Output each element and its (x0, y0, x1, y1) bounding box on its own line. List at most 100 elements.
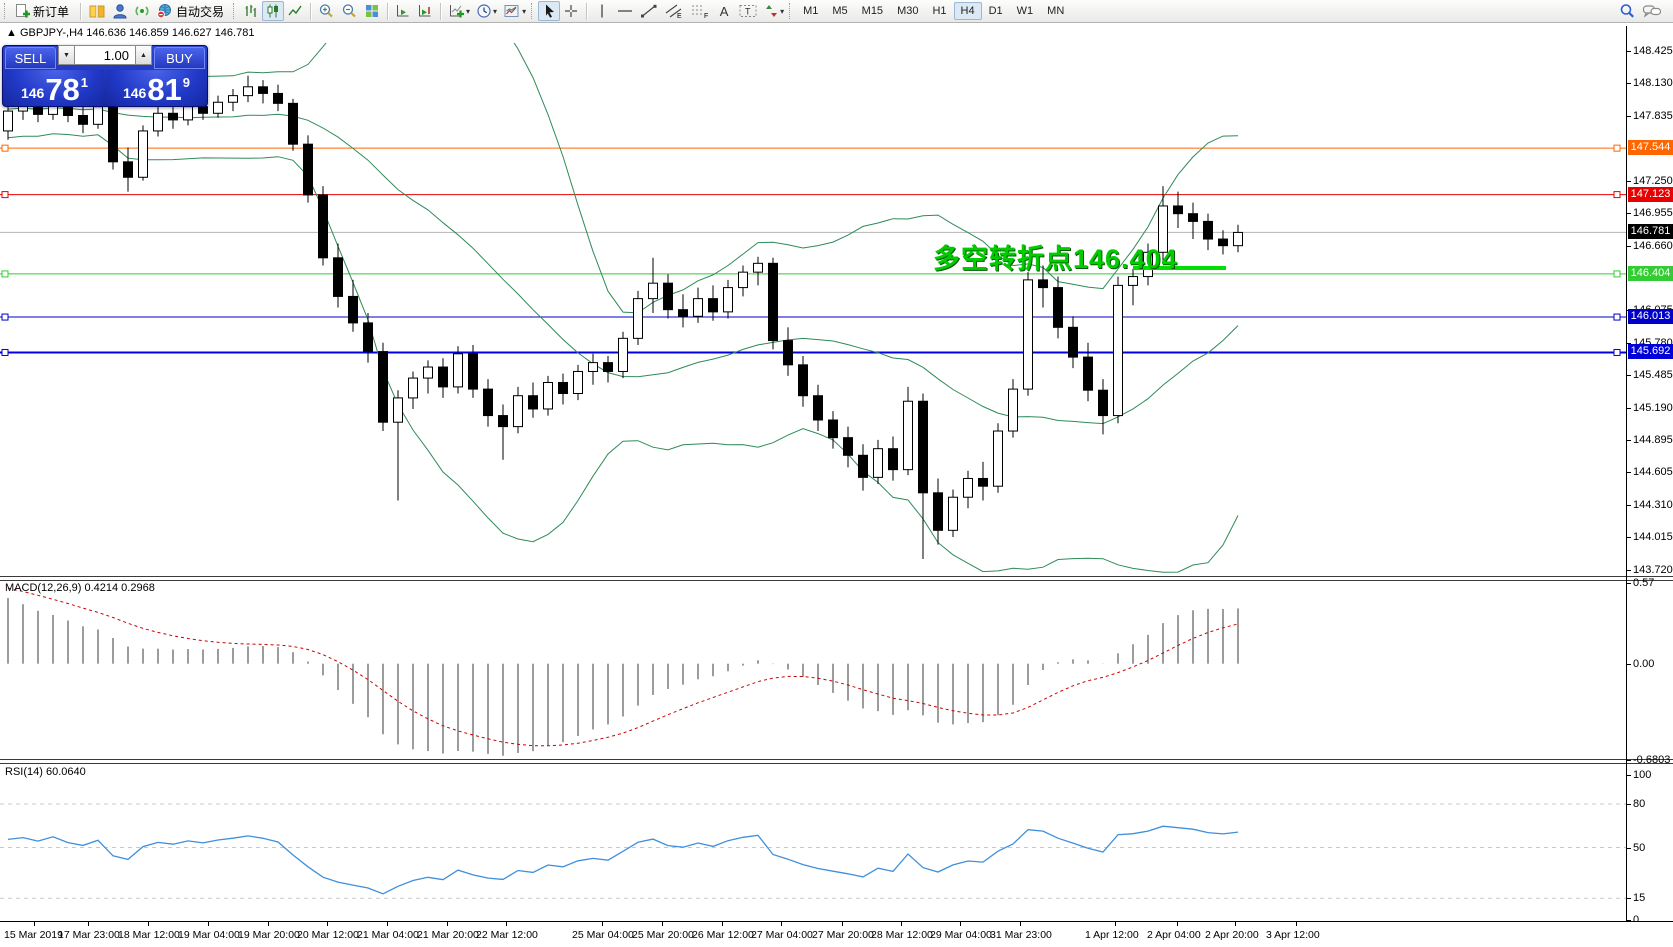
hline-handle[interactable] (1613, 313, 1621, 321)
lot-decrease-button[interactable]: ▼ (58, 45, 75, 65)
symbol-header[interactable]: ▲ GBPJPY-,H4 146.636 146.859 146.627 146… (6, 27, 254, 39)
sell-price-prefix: 146 (20, 85, 45, 101)
toolbar-grip[interactable] (789, 3, 792, 19)
symbol-name: GBPJPY-,H4 (19, 27, 84, 39)
main-chart-pane[interactable] (0, 43, 1673, 576)
price-axis[interactable]: 148.425 148.130 147.835 147.250 146.955 146.6… (1627, 24, 1673, 926)
candle-body (1053, 287, 1063, 328)
lot-size-input[interactable] (75, 45, 135, 65)
horizontal-line-button[interactable] (613, 1, 637, 21)
cursor-icon (546, 4, 555, 18)
new-order-icon (16, 4, 30, 18)
pane-splitter[interactable] (0, 759, 1673, 764)
hline-handle[interactable] (1, 270, 9, 278)
indicators-button[interactable]: ▾ (445, 1, 473, 21)
time-axis-label: 15 Mar 2019 (4, 929, 63, 941)
tile-windows-button[interactable] (361, 1, 383, 21)
chart-annotation-text[interactable]: 多空转折点146.404 (933, 244, 1178, 274)
sell-button[interactable]: SELL (5, 47, 56, 69)
fibonacci-button[interactable]: F (687, 1, 713, 21)
signals-button[interactable] (131, 1, 153, 21)
candle-body (618, 337, 628, 372)
zoom-out-button[interactable] (338, 1, 361, 21)
time-axis-label: 3 Apr 12:00 (1266, 929, 1320, 941)
hline-handle[interactable] (1, 348, 9, 356)
toolbar-grip[interactable] (233, 3, 236, 19)
accounts-button[interactable] (109, 1, 131, 21)
arrows-button[interactable]: ▾ (761, 1, 787, 21)
timeframe-button-m1[interactable]: M1 (803, 5, 819, 17)
search-button[interactable] (1616, 1, 1639, 21)
vertical-line-button[interactable] (591, 1, 613, 21)
time-axis[interactable]: 15 Mar 2019 17 Mar 23:00 18 Mar 12:00 19 Ma… (0, 922, 1673, 947)
candlestick-chart-button[interactable] (262, 1, 285, 21)
timeframe-button-h4[interactable]: H4 (953, 2, 982, 20)
market-watch-button[interactable] (85, 1, 109, 21)
timeframe-button-mn[interactable]: MN (1047, 5, 1065, 17)
toolbar-grip[interactable] (531, 3, 534, 19)
tile-windows-icon (366, 5, 379, 17)
periods-button[interactable]: ▾ (473, 1, 500, 21)
time-axis-label: 17 Mar 23:00 (58, 929, 120, 941)
time-axis-border (0, 921, 1673, 922)
hline-handle[interactable] (1, 191, 9, 199)
chart-shift-button[interactable] (414, 1, 436, 21)
chart-window[interactable] (0, 24, 1673, 947)
ohlc-close: 146.781 (214, 27, 255, 39)
hline-handle[interactable] (1, 144, 9, 152)
auto-scroll-button[interactable] (392, 1, 414, 21)
dropdown-caret-icon: ▾ (780, 6, 785, 16)
arrows-icon (766, 5, 778, 17)
hline-handle[interactable] (1613, 348, 1621, 356)
buy-price-display[interactable]: 146 81 9 (107, 70, 206, 106)
price-badge: 147.123 (1628, 186, 1673, 202)
rsi-pane[interactable] (0, 764, 1673, 920)
timeframe-button-m15[interactable]: M15 (861, 5, 884, 17)
trendline-button[interactable] (637, 1, 661, 21)
template-icon (504, 5, 519, 17)
toolbar-separator (310, 2, 312, 20)
svg-text:T: T (745, 7, 751, 17)
candle-body (3, 110, 13, 132)
hline-handle[interactable] (1613, 144, 1621, 152)
zoom-in-button[interactable] (315, 1, 338, 21)
candle-body (513, 395, 523, 428)
cursor-button[interactable] (538, 1, 561, 21)
templates-button[interactable]: ▾ (500, 1, 529, 21)
timeframe-toolbar: M1 M5 M15 M30 H1 H4 D1 W1 MN (796, 2, 1071, 20)
macd-signal-line (7, 587, 1239, 747)
timeframe-button-m30[interactable]: M30 (897, 5, 919, 17)
hline-handle[interactable] (1, 313, 9, 321)
time-axis-label: 19 Mar 20:00 (238, 929, 300, 941)
equidistant-channel-button[interactable]: E (661, 1, 687, 21)
time-tick-mark (1115, 922, 1116, 926)
timeframe-button-w1[interactable]: W1 (1016, 5, 1034, 17)
timeframe-button-h1[interactable]: H1 (932, 5, 947, 17)
hline-handle[interactable] (1613, 270, 1621, 278)
macd-pane[interactable] (0, 581, 1673, 759)
new-order-button[interactable]: 新订单 (11, 1, 76, 21)
timeframe-button-d1[interactable]: D1 (988, 5, 1003, 17)
auto-trading-button[interactable]: 自动交易 (153, 1, 231, 21)
lot-increase-button[interactable]: ▲ (135, 45, 152, 65)
candle-body (438, 366, 448, 388)
candle-body (798, 364, 808, 397)
hline-handle[interactable] (1613, 191, 1621, 199)
candle-body (333, 257, 343, 297)
buy-button[interactable]: BUY (154, 47, 205, 69)
time-tick-mark (722, 922, 723, 926)
text-label-button[interactable]: T (735, 1, 761, 21)
time-tick-mark (1296, 922, 1297, 926)
toolbar-grip[interactable] (4, 3, 7, 19)
sell-price-display[interactable]: 146 78 1 (5, 70, 104, 106)
bar-chart-button[interactable] (240, 1, 262, 21)
chat-button[interactable] (1639, 1, 1665, 21)
text-button[interactable]: A (713, 1, 735, 21)
collapse-arrow-icon[interactable]: ▲ (6, 27, 17, 39)
line-chart-button[interactable] (284, 1, 306, 21)
pane-splitter[interactable] (0, 576, 1673, 581)
price-badge: 145.692 (1628, 344, 1673, 360)
timeframe-button-m5[interactable]: M5 (832, 5, 848, 17)
crosshair-button[interactable] (560, 1, 582, 21)
time-tick-mark (148, 922, 149, 926)
